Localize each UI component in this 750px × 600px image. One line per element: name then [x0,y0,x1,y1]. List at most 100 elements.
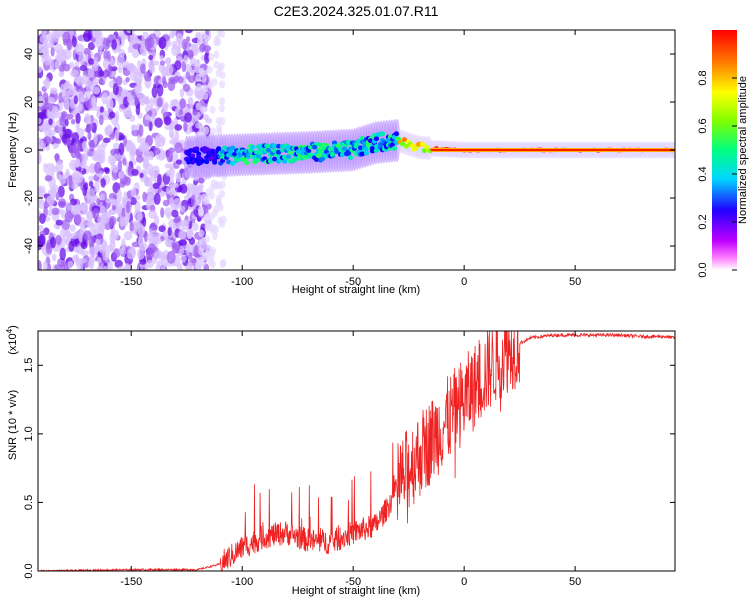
noise-blob [190,194,196,207]
noise-blob [56,54,65,63]
noise-blob [169,131,175,139]
noise-blob [166,150,173,163]
noise-blob [175,32,183,45]
noise-blob [131,129,140,137]
noise-blob [219,219,226,228]
noise-blob [114,110,120,124]
noise-blob [178,230,186,240]
noise-blob [99,193,106,201]
noise-blob [108,111,116,119]
noise-blob [196,36,203,45]
band-blob [272,156,278,162]
band-blob [355,138,362,144]
noise-blob [38,66,43,73]
noise-blob [209,105,216,114]
noise-blob [86,210,94,222]
noise-blob [178,239,187,246]
noise-blob [75,247,81,254]
noise-blob [111,204,117,211]
noise-blob [101,92,109,105]
noise-blob [184,112,192,123]
noise-blob [213,60,220,69]
noise-blob [196,177,205,184]
spectrogram-x-ticks: -150 -100 -50 0 50 [120,30,581,288]
noise-blob [50,46,55,57]
noise-blob [44,77,51,90]
noise-blob [70,232,79,240]
noise-blob [96,42,104,51]
band-blob [295,149,302,154]
noise-blob [162,75,167,86]
noise-blob [198,247,205,256]
noise-blob [69,224,76,232]
y-tick-label: 20 [23,96,35,108]
noise-blob [84,127,92,133]
noise-blob [39,34,49,44]
noise-blob [177,185,182,193]
noise-blob [151,86,158,98]
noise-blob [55,138,62,145]
noise-blob [98,245,105,253]
noise-blob [38,224,44,231]
noise-blob [200,236,207,245]
snr-frame [37,330,676,572]
noise-blob [105,197,111,204]
noise-blob [183,54,189,64]
noise-blob [179,205,186,213]
noise-blob [83,47,91,56]
noise-blob [164,207,172,217]
noise-blob [108,98,114,111]
noise-blob [220,259,227,268]
x-tick-label: -50 [345,276,361,288]
noise-blob [55,234,62,246]
noise-blob [43,42,48,55]
noise-blob [174,75,180,82]
noise-blob [129,221,134,232]
noise-blob [167,226,172,236]
noise-blob [194,59,201,68]
noise-blob [86,197,94,205]
band-blob [359,136,366,141]
noise-blob [118,48,125,58]
noise-blob [213,50,220,59]
band-blob [373,136,380,142]
noise-blob [184,64,193,73]
noise-blob [108,216,117,226]
noise-blob [165,57,172,66]
band-blob [285,154,292,160]
noise-blob [129,68,137,81]
noise-blob [60,228,66,238]
noise-blob [104,125,113,136]
noise-blob [156,238,162,244]
noise-blob [42,136,52,145]
noise-blob [63,63,71,72]
noise-blob [102,137,111,144]
colorbar-tick-label: 0.8 [697,70,709,85]
noise-blob [155,263,161,270]
noise-blob [148,209,157,219]
noise-blob [55,160,64,173]
noise-blob [153,193,161,205]
band-blob [419,141,426,147]
noise-blob [196,83,203,92]
noise-blob [75,112,81,124]
noise-blob [164,124,173,130]
noise-blob [107,63,112,76]
noise-blob [61,110,68,118]
noise-blob [158,36,167,50]
noise-blob [115,95,121,102]
band-blob [287,149,294,155]
noise-blob [119,180,126,188]
band-blob [311,144,318,150]
band-blob [190,153,196,159]
band-blob [341,146,348,152]
noise-blob [99,205,106,215]
noise-blob [185,36,191,43]
noise-blob [202,91,209,100]
noise-blob [127,45,133,54]
noise-blob [71,35,77,48]
noise-blob [52,253,57,262]
band-blob [275,143,282,149]
noise-blob [196,194,203,203]
noise-blob [148,168,154,177]
